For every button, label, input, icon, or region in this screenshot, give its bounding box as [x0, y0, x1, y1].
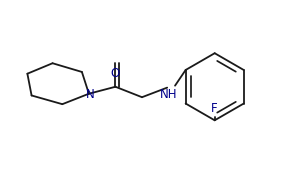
Text: F: F [211, 102, 218, 115]
Text: NH: NH [159, 88, 177, 101]
Text: N: N [85, 88, 94, 101]
Text: O: O [111, 67, 120, 80]
